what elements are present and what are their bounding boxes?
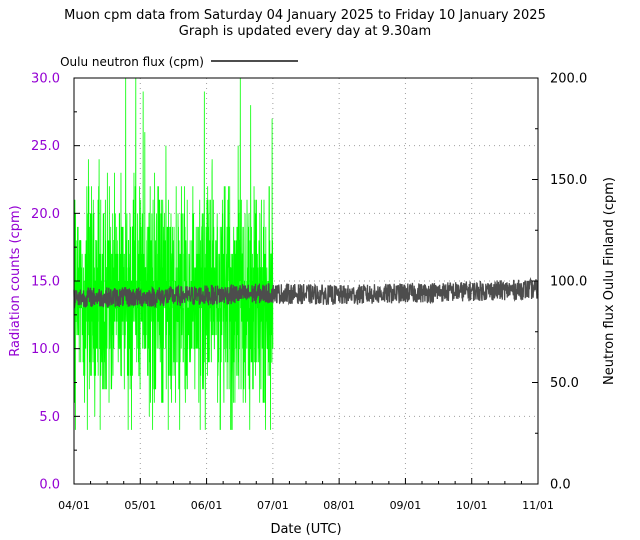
muon-series	[73, 77, 274, 430]
muon-line	[73, 77, 274, 430]
x-axis: 04/01 05/01 06/01 07/01 08/01 09/01 10/01 11/01	[58, 478, 554, 512]
x-tick-label: 05/01	[124, 499, 156, 512]
x-tick-label: 04/01	[58, 499, 90, 512]
x-tick-label: 07/01	[257, 499, 289, 512]
x-tick-label: 09/01	[390, 499, 422, 512]
y-axis-left-label: Radiation counts (cpm)	[8, 205, 23, 356]
x-tick-label: 11/01	[522, 499, 554, 512]
legend: Oulu neutron flux (cpm)	[60, 55, 298, 69]
y-axis-left: 0.0 5.0 10.0 15.0 20.0 25.0 30.0	[31, 72, 80, 493]
x-tick-label: 06/01	[191, 499, 223, 512]
y-left-tick-label: 30.0	[31, 72, 60, 87]
y-left-tick-label: 20.0	[31, 207, 60, 222]
y-right-tick-label: 100.0	[550, 275, 587, 290]
y-right-tick-label: 0.0	[550, 478, 571, 493]
y-left-tick-label: 0.0	[39, 478, 60, 493]
chart-title: Muon cpm data from Saturday 04 January 2…	[64, 8, 546, 23]
x-axis-label: Date (UTC)	[270, 522, 341, 537]
x-tick-label: 10/01	[456, 499, 488, 512]
y-left-tick-label: 25.0	[31, 139, 60, 154]
y-axis-right: 0.0 50.0 100.0 150.0 200.0	[532, 72, 587, 493]
neutron-series	[73, 276, 539, 309]
y-left-tick-label: 15.0	[31, 275, 60, 290]
y-right-tick-label: 200.0	[550, 72, 587, 87]
neutron-line	[73, 276, 539, 309]
y-left-tick-label: 10.0	[31, 342, 60, 357]
y-axis-right-label: Neutron flux Oulu Finland (cpm)	[602, 177, 617, 385]
x-tick-label: 08/01	[323, 499, 355, 512]
legend-label-neutron: Oulu neutron flux (cpm)	[60, 55, 204, 69]
y-right-tick-label: 50.0	[550, 376, 579, 391]
y-right-tick-label: 150.0	[550, 173, 587, 188]
y-left-tick-label: 5.0	[39, 410, 60, 425]
chart-subtitle: Graph is updated every day at 9.30am	[179, 24, 431, 39]
